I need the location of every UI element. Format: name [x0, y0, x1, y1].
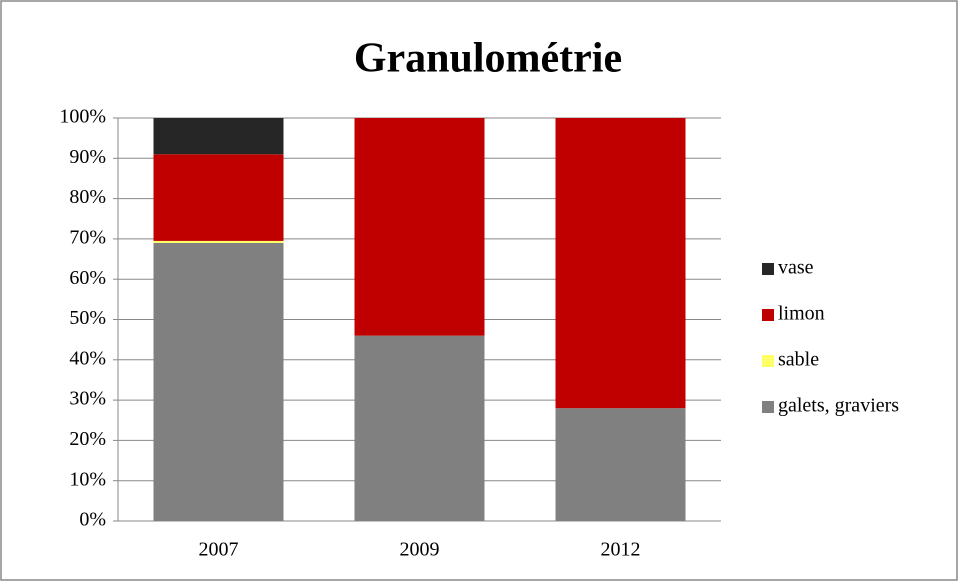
bar-segment	[153, 118, 284, 155]
bar-segment	[555, 118, 686, 409]
x-tick-label: 2012	[601, 539, 641, 561]
bar-segment	[354, 335, 485, 521]
y-tick-label: 10%	[69, 468, 106, 490]
legend-label: limon	[778, 303, 825, 325]
chart-title: Granulométrie	[354, 36, 622, 82]
x-tick-label: 2007	[199, 539, 239, 561]
legend-swatch	[762, 401, 774, 413]
y-tick-label: 100%	[59, 106, 106, 128]
y-tick-label: 30%	[69, 388, 106, 410]
legend-swatch	[762, 263, 774, 275]
x-tick-label: 2009	[400, 539, 440, 561]
legend-label: sable	[778, 349, 819, 371]
y-tick-label: 20%	[69, 428, 106, 450]
y-tick-label: 40%	[69, 347, 106, 369]
y-tick-label: 50%	[69, 307, 106, 329]
y-tick-label: 70%	[69, 226, 106, 248]
bar-segment	[153, 242, 284, 521]
bar-segment	[555, 408, 686, 521]
legend-label: vase	[778, 257, 814, 279]
y-tick-label: 90%	[69, 146, 106, 168]
y-tick-label: 0%	[79, 509, 106, 531]
bar-segment	[153, 240, 284, 243]
bar-segment	[153, 154, 284, 241]
y-tick-label: 80%	[69, 186, 106, 208]
legend-label: galets, graviers	[778, 395, 899, 417]
legend-swatch	[762, 309, 774, 321]
y-tick-label: 60%	[69, 267, 106, 289]
bar-segment	[354, 118, 485, 336]
legend-swatch	[762, 355, 774, 367]
